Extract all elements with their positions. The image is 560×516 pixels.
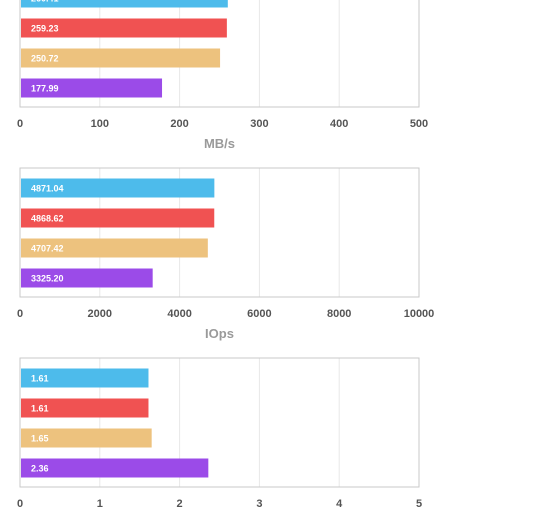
bar	[21, 48, 221, 68]
bar-value-label: 259.23	[31, 24, 59, 34]
bar-value-label: 1.61	[31, 404, 49, 414]
bar-value-label: 1.65	[31, 434, 49, 444]
bar-value-label: 4871.04	[31, 184, 64, 194]
bar	[21, 238, 208, 258]
bar	[21, 428, 152, 448]
chart-panel-3: 1.61 1.61 1.65 2.36 0 1 2 3 4 5	[17, 357, 422, 510]
bar-value-label: 177.99	[31, 84, 59, 94]
x-tick-label: 2	[177, 498, 183, 510]
x-tick-label: 0	[17, 498, 23, 510]
bar	[21, 208, 215, 228]
x-tick-label: 400	[330, 118, 348, 130]
bar	[21, 398, 149, 418]
bar-value-label: 4707.42	[31, 244, 64, 254]
x-tick-label: 4000	[167, 308, 191, 320]
bar-value-label: 3325.20	[31, 274, 64, 284]
x-tick-label: 500	[410, 118, 428, 130]
bar-value-label: 260.41	[31, 0, 59, 4]
x-tick-label: 0	[17, 118, 23, 130]
bar-value-label: 2.36	[31, 464, 49, 474]
chart-panel-2: 4871.04 4868.62 4707.42 3325.20 0 2000 4000 600…	[17, 167, 435, 341]
x-tick-label: 4	[336, 498, 343, 510]
bar	[21, 268, 153, 288]
x-tick-label: 1	[97, 498, 103, 510]
x-axis-title: IOps	[205, 326, 234, 341]
x-tick-label: 2000	[88, 308, 112, 320]
bar-value-label: 250.72	[31, 54, 59, 64]
x-tick-label: 5	[416, 498, 422, 510]
plot-frame	[19, 357, 420, 488]
x-tick-label: 200	[170, 118, 188, 130]
bar-value-label: 1.61	[31, 374, 49, 384]
bar	[21, 0, 228, 8]
x-tick-label: 10000	[404, 308, 435, 320]
x-tick-label: 6000	[247, 308, 271, 320]
x-tick-label: 0	[17, 308, 23, 320]
x-axis-title: MB/s	[204, 136, 235, 151]
chart-panel-1: 260.41 259.23 250.72 177.99 0 100 200 300 400 500…	[17, 0, 428, 151]
bar	[21, 368, 149, 388]
x-tick-label: 3	[256, 498, 262, 510]
plot-frame	[19, 0, 420, 108]
x-tick-label: 100	[91, 118, 109, 130]
x-tick-label: 300	[250, 118, 268, 130]
bar	[21, 18, 227, 38]
bar	[21, 178, 215, 198]
x-tick-label: 8000	[327, 308, 351, 320]
bar	[21, 458, 209, 478]
bar	[21, 78, 163, 98]
plot-frame	[19, 167, 420, 298]
bar-value-label: 4868.62	[31, 214, 64, 224]
